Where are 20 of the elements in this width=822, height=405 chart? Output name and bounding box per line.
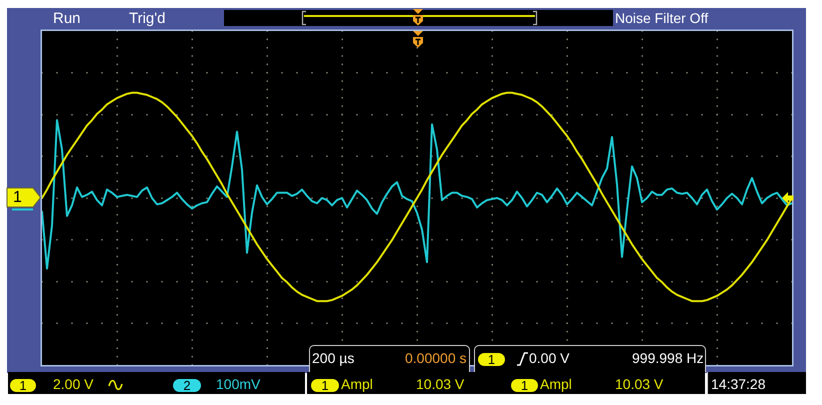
text: 999.998 Hz	[632, 350, 704, 366]
text: 14:37:28	[711, 376, 766, 392]
text: 1	[478, 352, 505, 367]
text: Ampl	[540, 376, 572, 392]
text: 0.00000 s	[405, 350, 466, 366]
text: Run	[53, 10, 81, 27]
text: 1	[311, 378, 339, 393]
text: 1	[10, 378, 36, 393]
text: 1	[13, 189, 22, 207]
text: 2	[173, 378, 201, 393]
text: Trig'd	[129, 10, 166, 27]
text: 0.00 V	[529, 350, 570, 366]
text: 1	[511, 378, 538, 393]
text: 10.03 V	[416, 376, 464, 392]
text: 2.00 V	[53, 376, 94, 392]
text: Noise Filter Off	[615, 10, 708, 26]
text: 100mV	[216, 376, 260, 392]
text: 200 µs	[312, 350, 354, 366]
text: 10.03 V	[615, 376, 664, 392]
text: Ampl	[341, 376, 373, 392]
